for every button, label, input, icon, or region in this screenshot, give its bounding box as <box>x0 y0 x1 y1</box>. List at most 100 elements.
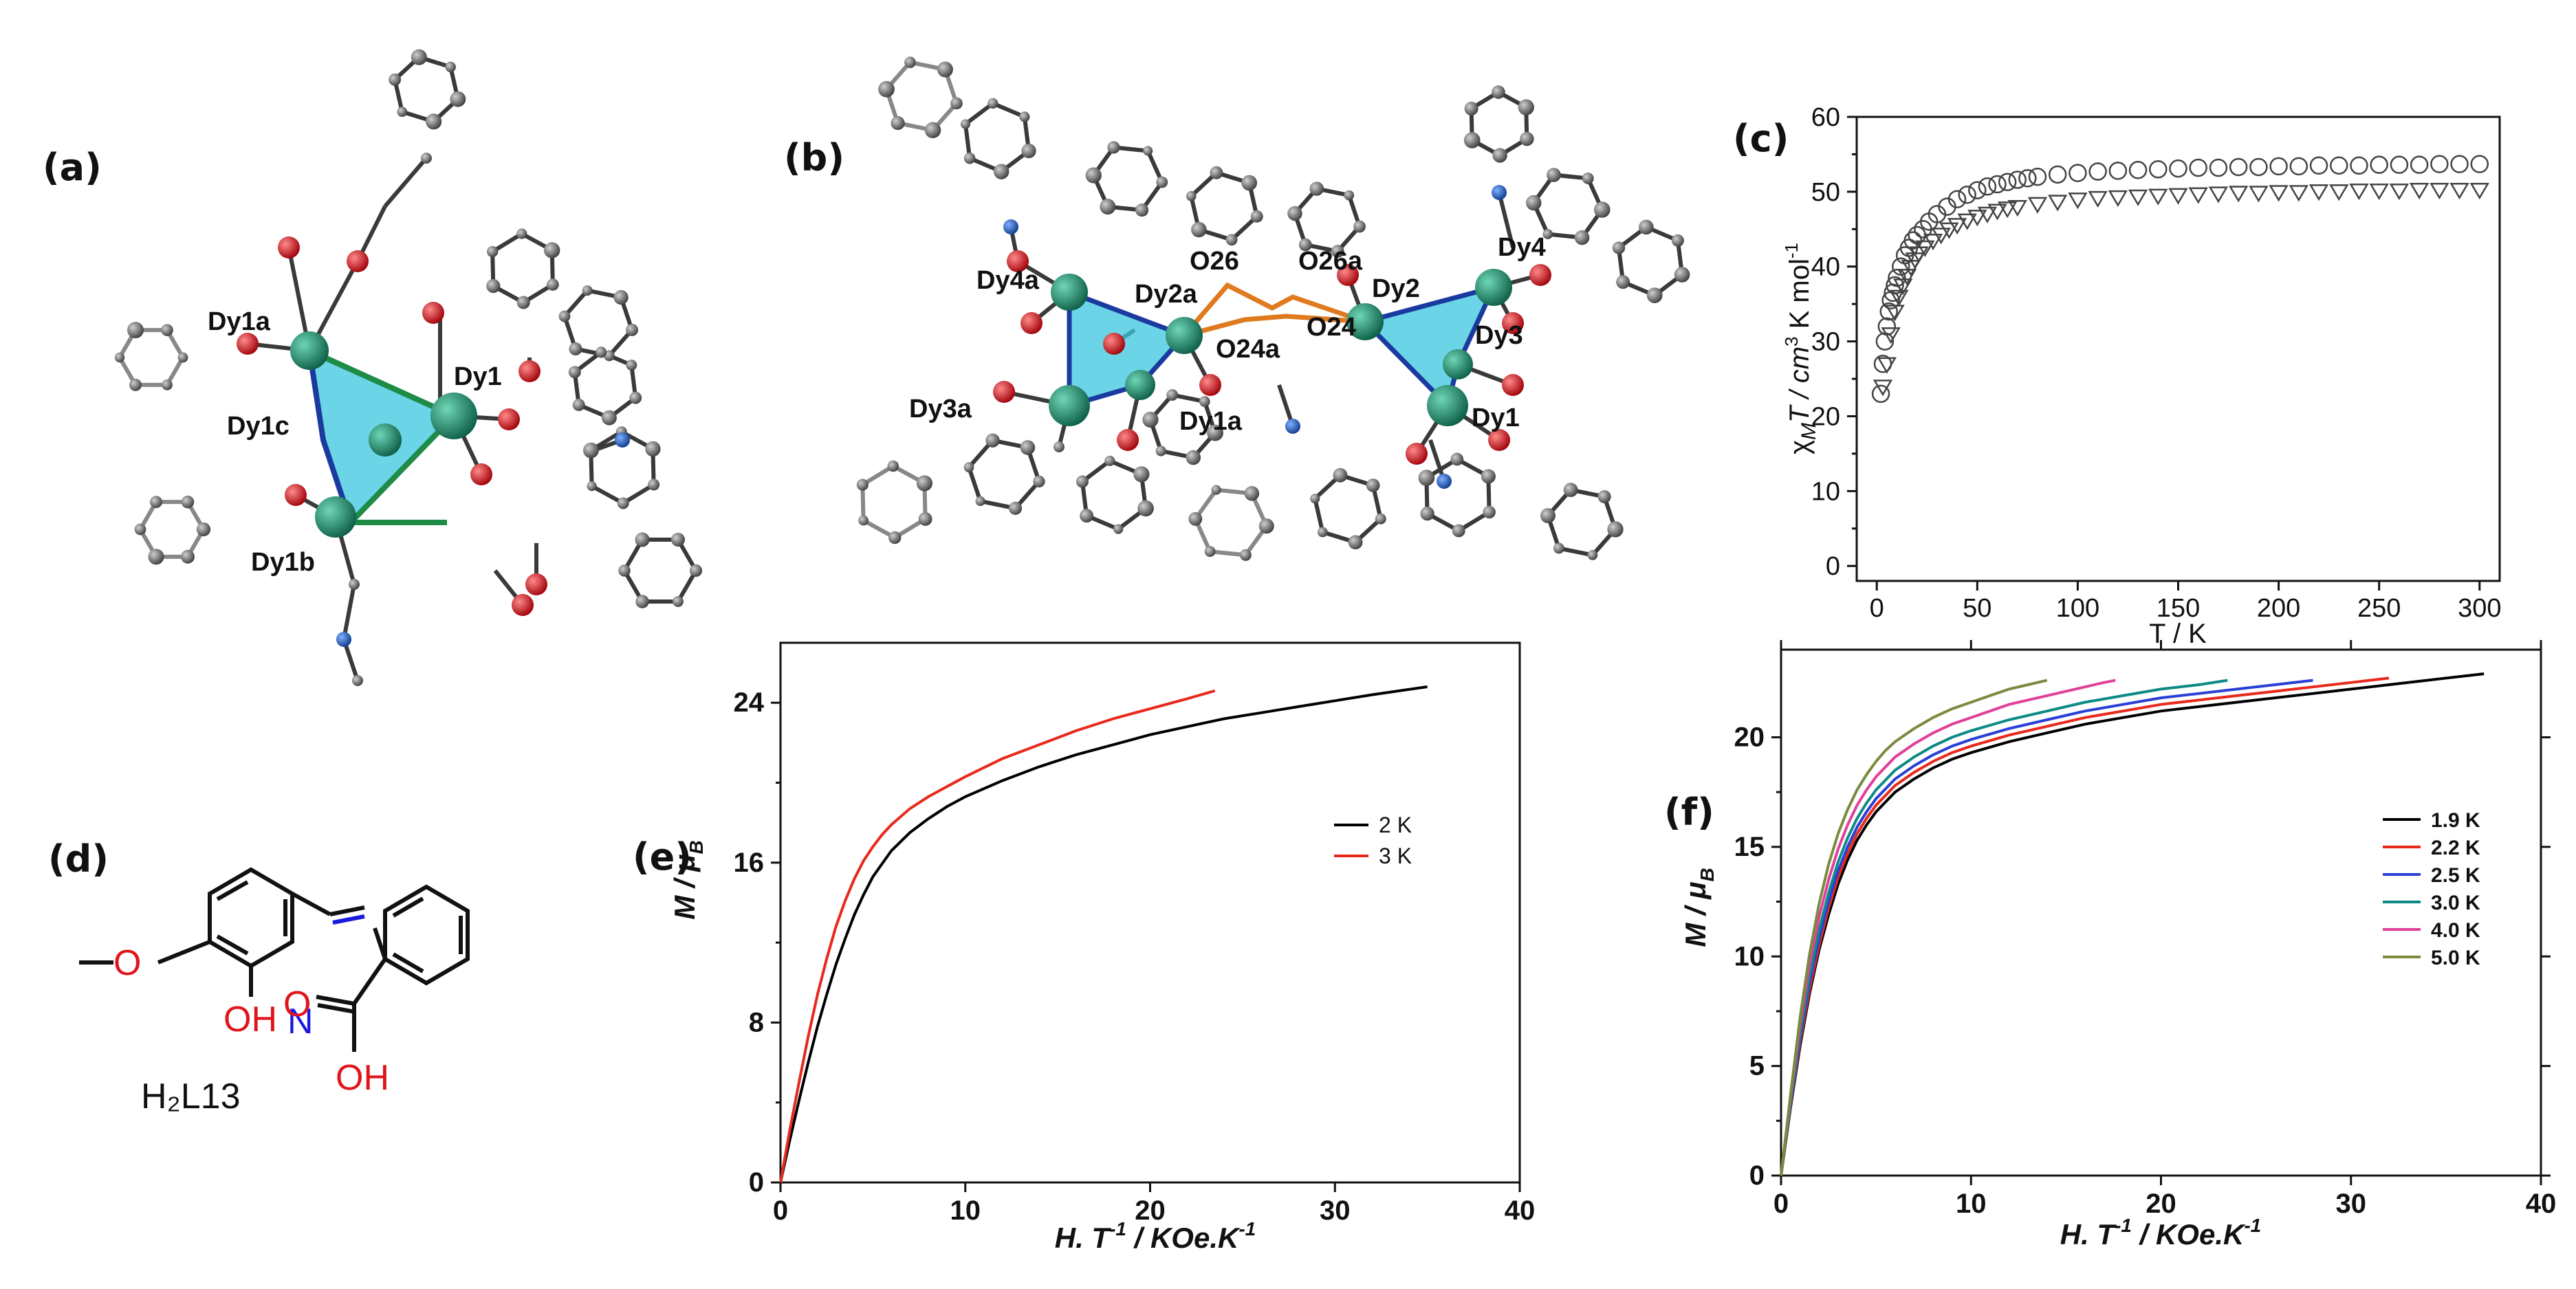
carbon-atom <box>1463 132 1481 148</box>
carbon-atom <box>1033 475 1045 487</box>
carbon-atom <box>1542 229 1553 239</box>
y-tick-label: 60 <box>1811 103 1840 132</box>
oxygen-atom <box>1502 312 1524 334</box>
carbon-atom <box>411 49 427 65</box>
x-tick-label: 30 <box>2336 1189 2367 1219</box>
data-point-circle <box>2108 162 2128 180</box>
dy-atom <box>1051 274 1088 311</box>
carbon-atom <box>1452 524 1465 538</box>
y-axis-label-f: M / μB <box>1679 868 1718 947</box>
carbon-atom <box>985 433 1000 448</box>
carbon-atom <box>1418 470 1435 486</box>
data-point-circle <box>1903 231 1923 250</box>
carbon-atom <box>648 478 660 491</box>
carbon-atom <box>891 115 905 131</box>
data-point-triangle <box>1987 203 2007 221</box>
carbon-atom <box>1199 396 1210 407</box>
carbon-atom <box>1142 411 1159 428</box>
y-tick-label: 50 <box>1811 178 1840 207</box>
carbon-atom <box>1553 542 1564 554</box>
carbon-atom <box>1225 234 1238 246</box>
y-tick-label: 10 <box>1811 477 1840 506</box>
data-point-circle <box>2289 157 2308 176</box>
series-line-1-9-K <box>1780 672 2485 1176</box>
carbon-atom <box>887 460 899 472</box>
carbon-atom <box>1107 141 1120 154</box>
oxygen-atom <box>278 236 300 258</box>
carbon-atom <box>486 245 499 258</box>
data-point-circle <box>1947 190 1967 209</box>
carbon-atom <box>1204 546 1216 558</box>
data-point-circle <box>2470 155 2489 173</box>
data-point-circle <box>2028 167 2047 186</box>
oxygen-atom <box>1199 374 1221 396</box>
x-tick-label: 100 <box>2056 594 2099 623</box>
data-point-triangle <box>2048 195 2068 212</box>
carbon-atom <box>569 342 582 355</box>
axes-e: 0 10 20 30 40 0 8 16 24 <box>734 687 1536 1226</box>
carbon-atom <box>635 595 649 608</box>
atom-label-dy1a: Dy1a <box>1179 407 1243 436</box>
plot-frame-e <box>779 641 1521 1184</box>
carbon-atom <box>1239 549 1252 561</box>
ring-bond <box>963 100 1032 175</box>
atom-label-dy1c: Dy1c <box>227 412 290 441</box>
y-tick-label: 30 <box>1811 328 1840 357</box>
carbon-atom <box>134 523 146 536</box>
y-tick-label: 0 <box>1749 1160 1765 1191</box>
carbon-atom <box>1612 241 1626 254</box>
oxygen-atom <box>285 484 307 506</box>
x-tick-label: 10 <box>1956 1189 1987 1219</box>
dy-bond <box>349 414 456 525</box>
legend-label: 5.0 K <box>2431 947 2480 969</box>
carbon-atom <box>558 310 571 322</box>
data-point-circle <box>2450 155 2469 173</box>
ring-bond <box>1469 89 1529 158</box>
carbon-atom <box>1100 199 1116 215</box>
carbon-atom <box>1244 486 1260 501</box>
carbon-atom <box>150 496 162 509</box>
carbon-atom <box>1353 220 1366 233</box>
atom-label-o24a: O24a <box>1216 335 1280 364</box>
series-line-2-K <box>779 685 1428 1183</box>
carbon-atom <box>1019 111 1030 122</box>
atom-label-dy2a: Dy2a <box>1135 280 1198 309</box>
panel-label-f: (f) <box>1664 791 1714 834</box>
atom-label-dy4a: Dy4a <box>976 266 1040 295</box>
data-point-circle <box>1978 177 1997 196</box>
ring-bond <box>490 231 555 305</box>
oxygen-atom <box>470 463 492 485</box>
data-point-triangle <box>2208 186 2229 203</box>
ring-bond <box>622 537 699 604</box>
data-point-circle <box>2128 161 2148 179</box>
nitrogen-atom <box>1492 185 1507 200</box>
carbon-atom <box>858 515 869 526</box>
carbon-atom <box>1166 389 1179 401</box>
carbon-atom <box>1331 245 1344 258</box>
atom-label-o26: O26 <box>1190 247 1239 276</box>
oxygen-atom <box>1502 374 1524 396</box>
carbon-atom <box>1021 143 1036 159</box>
carbon-atom <box>572 398 585 411</box>
data-point-triangle <box>1997 201 2018 219</box>
carbon-atom <box>486 278 501 294</box>
carbon-atom <box>1333 467 1348 483</box>
carbon-atom <box>1211 485 1221 495</box>
atom-label-dy4: Dy4 <box>1498 233 1546 262</box>
data-point-circle <box>2008 170 2027 189</box>
oxo-bridge <box>1182 282 1366 338</box>
legend-label: 2.2 K <box>2431 837 2480 859</box>
data-point-triangle <box>2188 187 2208 204</box>
panel-label-e: (e) <box>633 835 692 879</box>
carbon-atom <box>1156 176 1168 188</box>
data-point-circle <box>2390 155 2409 174</box>
carbon-atom <box>148 549 164 565</box>
nitrogen-atom <box>1437 474 1452 489</box>
carbon-atom <box>963 152 976 164</box>
atoms-a <box>114 49 703 686</box>
carbon-atom <box>1080 509 1094 523</box>
carbon-atom <box>450 91 466 107</box>
carbon-atom <box>181 549 195 564</box>
data-point-triangle <box>1897 269 1917 286</box>
